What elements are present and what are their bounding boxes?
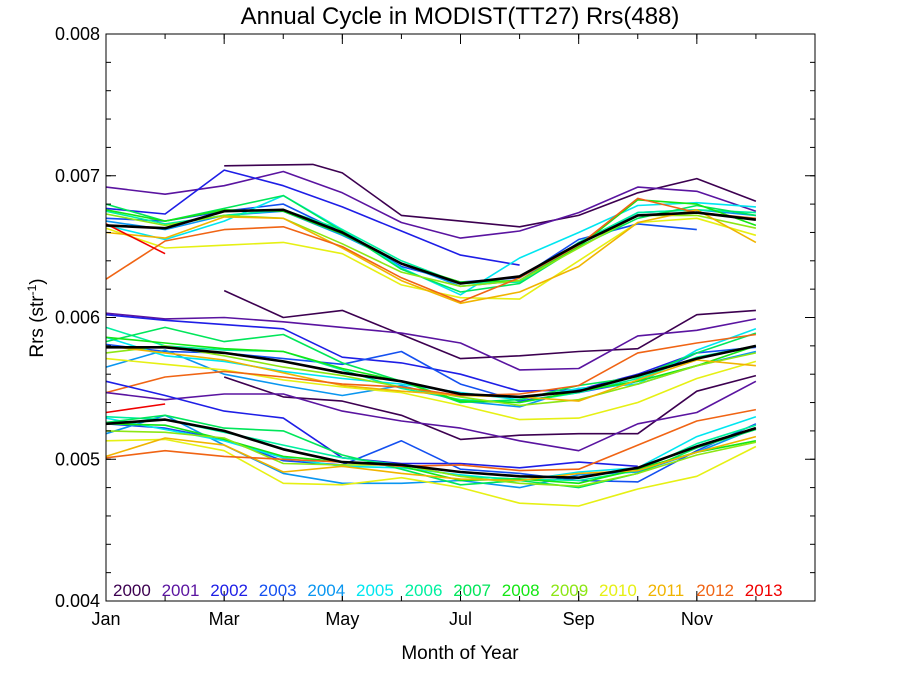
series-line-high-mean <box>105 208 757 285</box>
series-line-high-2000 <box>224 163 757 228</box>
legend-item-2009: 2009 <box>550 581 588 600</box>
x-tick-label: Jul <box>449 609 472 629</box>
series-line-mid-2000 <box>223 289 756 360</box>
legend-item-2002: 2002 <box>210 581 248 600</box>
legend-item-2000: 2000 <box>113 581 151 600</box>
series-line-mid-mean <box>106 344 757 399</box>
x-axis: Jan Mar May Jul Sep Nov <box>91 34 816 629</box>
series-line-high-2012 <box>105 197 756 303</box>
legend-item-2006: 2006 <box>405 581 443 600</box>
legend-item-2004: 2004 <box>307 581 345 600</box>
x-tick-label: Sep <box>563 609 595 629</box>
y-axis: 0.004 0.005 0.006 0.007 0.008 <box>55 24 815 611</box>
y-axis-label: Rrs (str-1) <box>25 278 48 357</box>
series-line-mid-2011 <box>105 345 756 402</box>
series-line-high-2011 <box>105 209 757 305</box>
legend-item-2012: 2012 <box>696 581 734 600</box>
legend-item-2003: 2003 <box>259 581 297 600</box>
mean-layer <box>105 208 757 480</box>
series-line-mid-2005 <box>105 328 757 401</box>
series-line-high-2013 <box>105 223 166 255</box>
series-line-low-2008 <box>105 423 757 485</box>
legend-item-2007: 2007 <box>453 581 491 600</box>
series-line-mid-2012 <box>105 333 757 397</box>
series-line-low-2001 <box>105 380 757 452</box>
series-line-low-2000 <box>223 374 757 441</box>
x-tick-label: Mar <box>209 609 240 629</box>
series-line-low-2009 <box>105 430 757 488</box>
legend-item-2001: 2001 <box>162 581 200 600</box>
y-tick-label: 0.007 <box>55 166 100 186</box>
series-line-mid-2010 <box>105 357 757 421</box>
legend-item-2011: 2011 <box>648 581 685 600</box>
chart-title: Annual Cycle in MODIST(TT27) Rrs(488) <box>241 3 680 30</box>
x-tick-label: May <box>325 609 359 629</box>
x-tick-label: Nov <box>681 609 713 629</box>
y-tick-label: 0.008 <box>55 24 100 44</box>
legend-item-2005: 2005 <box>356 581 394 600</box>
y-axis-label-sup: -1 <box>25 284 39 295</box>
legend-item-2010: 2010 <box>599 581 637 600</box>
series-line-low-mean <box>105 418 757 480</box>
series-line-low-2012 <box>105 408 757 472</box>
legend-item-2008: 2008 <box>502 581 540 600</box>
series-line-mid-2013 <box>105 403 166 414</box>
series-line-low-2011 <box>105 435 757 482</box>
y-tick-label: 0.006 <box>55 308 100 328</box>
legend: 2000 2001 2002 2003 2004 2005 2006 2007 2008 2009… <box>113 581 783 600</box>
y-axis-label-close: ) <box>27 278 48 284</box>
x-axis-label: Month of Year <box>401 643 519 664</box>
y-axis-label-main: Rrs (str <box>27 295 48 358</box>
x-tick-label: Jan <box>91 609 120 629</box>
y-tick-label: 0.004 <box>55 591 100 611</box>
series-line-high-2002 <box>105 169 520 266</box>
series-line-low-2010 <box>105 438 757 507</box>
legend-item-2013: 2013 <box>745 581 783 600</box>
series-layer <box>105 163 757 507</box>
y-tick-label: 0.005 <box>55 449 100 469</box>
series-line-high-2001 <box>105 170 757 239</box>
series-line-mid-2001 <box>105 312 757 371</box>
series-line-mid-2002 <box>105 313 698 393</box>
